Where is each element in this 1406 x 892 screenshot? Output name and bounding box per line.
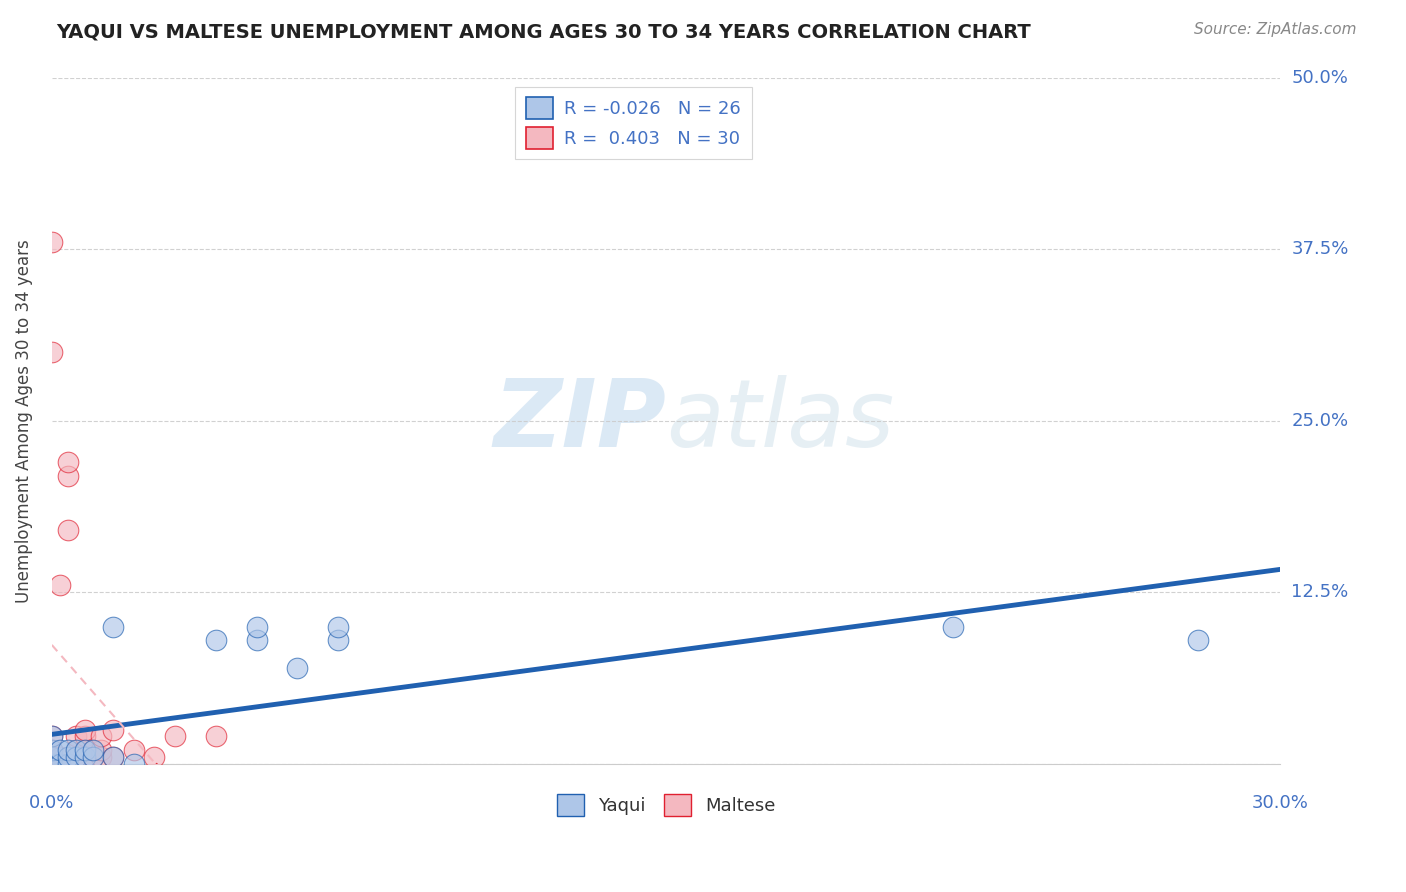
Point [245, 619, 267, 633]
Point [56, 743, 79, 757]
Point [328, 619, 350, 633]
Point [82, 743, 104, 757]
Point [41, 235, 63, 250]
Point [90, 743, 112, 757]
Text: YAQUI VS MALTESE UNEMPLOYMENT AMONG AGES 30 TO 34 YEARS CORRELATION CHART: YAQUI VS MALTESE UNEMPLOYMENT AMONG AGES… [56, 22, 1031, 41]
Point [1187, 633, 1209, 648]
Point [163, 730, 186, 744]
Point [73, 743, 96, 757]
Point [65, 743, 87, 757]
Point [49, 756, 72, 771]
Point [942, 619, 965, 633]
Point [49, 743, 72, 757]
Point [56, 524, 79, 538]
Point [101, 750, 124, 764]
Point [82, 750, 104, 764]
Point [73, 723, 96, 737]
Point [41, 750, 63, 764]
Point [41, 730, 63, 744]
Point [101, 723, 124, 737]
Point [101, 750, 124, 764]
Point [73, 730, 96, 744]
Point [65, 750, 87, 764]
Point [56, 756, 79, 771]
Point [82, 743, 104, 757]
Point [101, 619, 124, 633]
Text: 50.0%: 50.0% [1292, 69, 1348, 87]
Point [204, 730, 226, 744]
Point [287, 661, 309, 675]
Point [49, 578, 72, 592]
Text: 0.0%: 0.0% [30, 795, 75, 813]
Point [122, 743, 145, 757]
Text: Source: ZipAtlas.com: Source: ZipAtlas.com [1194, 22, 1357, 37]
Point [41, 743, 63, 757]
Text: 37.5%: 37.5% [1292, 240, 1348, 258]
Point [41, 730, 63, 744]
Point [56, 750, 79, 764]
Point [41, 743, 63, 757]
Point [90, 750, 112, 764]
Point [90, 730, 112, 744]
Text: atlas: atlas [666, 376, 894, 467]
Text: 30.0%: 30.0% [1251, 795, 1309, 813]
Point [73, 743, 96, 757]
Text: 12.5%: 12.5% [1292, 583, 1348, 601]
Point [41, 345, 63, 359]
Point [56, 455, 79, 469]
Point [41, 756, 63, 771]
Point [328, 633, 350, 648]
Point [49, 750, 72, 764]
Point [73, 750, 96, 764]
Legend: Yaqui, Maltese: Yaqui, Maltese [550, 787, 783, 823]
Point [49, 756, 72, 771]
Point [41, 750, 63, 764]
Point [56, 468, 79, 483]
Text: ZIP: ZIP [494, 375, 666, 467]
Point [65, 750, 87, 764]
Point [245, 633, 267, 648]
Point [143, 750, 166, 764]
Point [204, 633, 226, 648]
Point [65, 730, 87, 744]
Point [73, 750, 96, 764]
Point [41, 756, 63, 771]
Y-axis label: Unemployment Among Ages 30 to 34 years: Unemployment Among Ages 30 to 34 years [15, 239, 32, 603]
Point [82, 750, 104, 764]
Text: 25.0%: 25.0% [1292, 412, 1348, 430]
Point [122, 756, 145, 771]
Point [65, 743, 87, 757]
